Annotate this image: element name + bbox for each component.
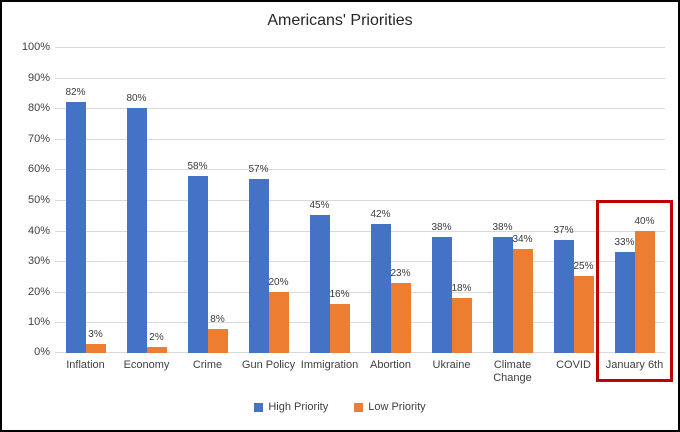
y-tick-label-10: 10% — [27, 316, 50, 328]
gridline-50 — [55, 200, 665, 201]
bar-high-priority-covid — [553, 240, 574, 353]
gridline-100 — [55, 47, 665, 48]
bar-group-immigration: 45% 16% — [299, 47, 360, 353]
y-tick-label-20: 20% — [27, 286, 50, 298]
bar-low-priority-climate-change — [512, 249, 533, 353]
bar-value-label-low-priority-immigration: 16% — [329, 289, 350, 300]
y-tick-label-90: 90% — [27, 72, 50, 84]
gridline-80 — [55, 108, 665, 109]
legend-swatch-icon-high-priority — [254, 402, 264, 412]
bar-value-label-high-priority-immigration: 45% — [309, 200, 330, 211]
bar-high-priority-abortion — [370, 224, 391, 353]
x-tick-label-inflation: Inflation — [66, 359, 105, 371]
bar-group-covid: 37% 25% — [543, 47, 604, 353]
plot-area: 82% 3% 80% 2% 58% 8% 57% 20% 45% 16% 42% 23% 38% 18% 3… — [55, 47, 665, 353]
legend-item-low-priority: Low Priority — [354, 401, 426, 413]
bar-high-priority-crime — [187, 176, 208, 353]
gridline-0 — [55, 352, 665, 353]
x-tick-label-january-6th: January 6th — [605, 359, 664, 371]
gridline-10 — [55, 322, 665, 323]
bar-low-priority-inflation — [85, 344, 106, 353]
bar-value-label-low-priority-climate-change: 34% — [512, 234, 533, 245]
legend-swatch-icon-low-priority — [354, 402, 364, 412]
bar-value-label-high-priority-inflation: 82% — [65, 87, 86, 98]
bar-high-priority-climate-change — [492, 237, 513, 353]
bar-group-january-6th: 33% 40% — [604, 47, 665, 353]
bar-value-label-low-priority-january-6th: 40% — [634, 216, 655, 227]
bar-low-priority-economy — [146, 347, 167, 353]
bar-low-priority-january-6th — [634, 231, 655, 353]
legend-item-high-priority: High Priority — [254, 401, 328, 413]
gridline-60 — [55, 169, 665, 170]
gridline-30 — [55, 261, 665, 262]
y-tick-label-70: 70% — [27, 133, 50, 145]
y-tick-label-80: 80% — [27, 102, 50, 114]
bar-value-label-high-priority-crime: 58% — [187, 161, 208, 172]
bar-group-economy: 80% 2% — [116, 47, 177, 353]
x-axis: Inflation Economy Crime Gun Policy Immigrati… — [55, 359, 665, 389]
bar-value-label-low-priority-ukraine: 18% — [451, 283, 472, 294]
bar-value-label-high-priority-gun-policy: 57% — [248, 164, 269, 175]
x-tick-label-abortion: Abortion — [370, 359, 411, 371]
legend: High Priority Low Priority — [2, 401, 678, 413]
bar-high-priority-ukraine — [431, 237, 452, 353]
bar-high-priority-economy — [126, 108, 147, 353]
y-tick-label-60: 60% — [27, 163, 50, 175]
bar-low-priority-immigration — [329, 304, 350, 353]
y-tick-label-100: 100% — [21, 41, 50, 53]
bar-low-priority-crime — [207, 329, 228, 353]
bar-group-abortion: 42% 23% — [360, 47, 421, 353]
x-tick-label-ukraine: Ukraine — [432, 359, 471, 371]
y-tick-label-30: 30% — [27, 255, 50, 267]
bar-low-priority-ukraine — [451, 298, 472, 353]
bar-value-label-high-priority-climate-change: 38% — [492, 222, 513, 233]
gridline-20 — [55, 292, 665, 293]
bar-group-ukraine: 38% 18% — [421, 47, 482, 353]
bar-high-priority-inflation — [65, 102, 86, 353]
legend-label-high-priority: High Priority — [268, 401, 329, 413]
bar-group-crime: 58% 8% — [177, 47, 238, 353]
bar-value-label-low-priority-covid: 25% — [573, 261, 594, 272]
gridline-90 — [55, 78, 665, 79]
bar-value-label-high-priority-abortion: 42% — [370, 209, 391, 220]
y-tick-label-0: 0% — [34, 346, 50, 358]
x-tick-label-crime: Crime — [192, 359, 223, 371]
legend-label-low-priority: Low Priority — [368, 401, 426, 413]
bar-high-priority-gun-policy — [248, 179, 269, 353]
bar-group-inflation: 82% 3% — [55, 47, 116, 353]
x-tick-label-covid: COVID — [556, 359, 591, 371]
bar-value-label-high-priority-economy: 80% — [126, 93, 147, 104]
chart-title: Americans' Priorities — [267, 12, 413, 29]
bar-value-label-low-priority-abortion: 23% — [390, 268, 411, 279]
bar-high-priority-january-6th — [614, 252, 635, 353]
bar-value-label-low-priority-economy: 2% — [149, 332, 164, 343]
bar-value-label-high-priority-ukraine: 38% — [431, 222, 452, 233]
bar-low-priority-covid — [573, 276, 594, 353]
x-tick-label-gun-policy: Gun Policy — [241, 359, 296, 371]
y-tick-label-50: 50% — [27, 194, 50, 206]
x-tick-label-economy: Economy — [123, 359, 170, 371]
gridline-70 — [55, 139, 665, 140]
y-axis: 0% 10% 20% 30% 40% 50% 60% 70% 80% 90% 100% — [10, 41, 50, 358]
bar-value-label-low-priority-crime: 8% — [210, 314, 225, 325]
bar-value-label-low-priority-gun-policy: 20% — [268, 277, 289, 288]
bar-high-priority-immigration — [309, 215, 330, 353]
bar-group-climate-change: 38% 34% — [482, 47, 543, 353]
x-tick-label-climate-change: Climate Change — [493, 359, 532, 384]
y-tick-label-40: 40% — [27, 225, 50, 237]
bar-value-label-high-priority-january-6th: 33% — [614, 237, 635, 248]
bar-low-priority-gun-policy — [268, 292, 289, 353]
x-tick-label-immigration: Immigration — [300, 359, 359, 371]
bar-group-gun-policy: 57% 20% — [238, 47, 299, 353]
bar-value-label-high-priority-covid: 37% — [553, 225, 574, 236]
bar-value-label-low-priority-inflation: 3% — [88, 329, 103, 340]
bar-low-priority-abortion — [390, 283, 411, 353]
gridline-40 — [55, 231, 665, 232]
